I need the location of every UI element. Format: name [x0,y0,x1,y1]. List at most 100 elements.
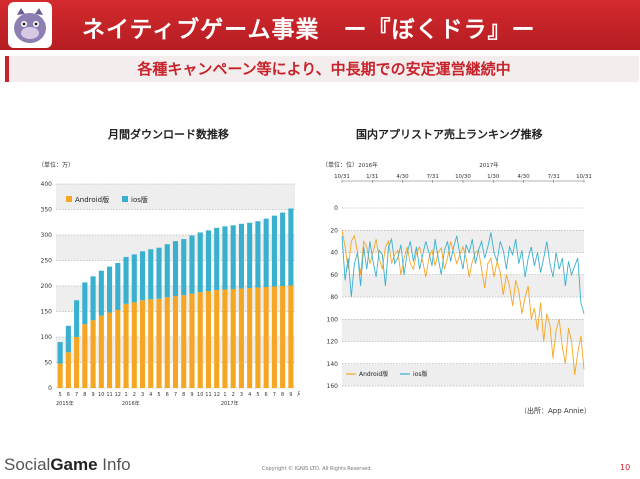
bar-android [98,315,104,388]
grid-band [342,274,584,297]
bar-ios [255,221,261,288]
bar-ios [123,256,129,304]
bar-android [238,288,244,388]
legend-label: ios版 [131,195,148,204]
grid-band [342,230,584,253]
y-tick-label: 160 [327,383,339,390]
y-tick-label: 200 [41,283,53,290]
header-bar: ネイティブゲーム事業 ー『ぼくドラ』ー [0,0,640,50]
x-tick-label: 7 [273,392,276,398]
copyright-text: Copyright © IGNIS LTD. All Rights Reserv… [262,466,373,472]
bar-ios [164,244,170,298]
bar-ios [181,239,187,296]
legend-swatch [66,196,72,202]
bar-ios [57,342,63,364]
bar-android [205,291,212,388]
left-chart-title: 月間ダウンロード数推移 [108,128,229,141]
x-tick-label: 1/31 [366,174,378,180]
series-line-ios [341,232,585,314]
bar-android [107,312,113,388]
bar-android [197,292,203,388]
bar-ios [280,212,286,286]
bar-android [74,337,80,388]
x-tick-label: 2 [232,392,235,398]
bar-ios [98,270,104,316]
ranking-line-chart: 0 20 40 60 80 100 120 140 160 10/31 1/31 4/30 7/31 10… [327,161,592,390]
source-note: （出所：App Annie） [520,407,591,415]
x-tick-label: 11 [106,392,112,398]
x-tick-label: 4 [248,392,251,398]
bar-android [90,320,96,388]
bar-ios [131,254,137,303]
bar-ios [90,276,96,321]
x-tick-label: 8 [182,392,185,398]
y-tick-label: 100 [41,334,53,341]
x-tick-label: 6 [67,392,70,398]
y-tick-label: 400 [41,181,53,188]
y-tick-label: 140 [327,361,339,368]
bar-ios [288,208,294,286]
y-tick-label: 0 [334,205,338,212]
bar-android [82,324,88,388]
x-tick-label: 7/31 [427,174,439,180]
x-tick-label: 7 [75,392,78,398]
bar-android [65,352,71,388]
bar-ios [65,325,71,353]
x-tick-label: 1 [223,392,226,398]
y-tick-label: 150 [41,309,53,316]
y-tick-label: 50 [44,360,52,367]
y-tick-label: 80 [330,294,338,301]
page-title: ネイティブゲーム事業 ー『ぼくドラ』ー [82,17,536,43]
bar-ios [238,223,244,289]
year-label: 2017年 [479,161,499,169]
x-unit-label: 月 [297,392,300,398]
x-tick-label: 9 [289,392,292,398]
bar-ios [189,235,195,294]
grid-band [342,319,584,342]
right-chart-unit: （単位：位） [322,162,359,169]
x-tick-label: 3 [240,392,243,398]
series-line-android [341,230,585,375]
x-tick-label: 10 [98,392,104,398]
bar-ios [214,227,220,291]
bar-ios [172,241,179,297]
x-tick-label: 10 [197,392,203,398]
bar-android [57,363,63,388]
x-tick-label: 12 [214,392,220,398]
bar-android [255,287,261,388]
logo-part-info: Info [97,455,131,474]
x-tick-label: 6 [265,392,268,398]
x-tick-label: 10/30 [455,174,471,180]
bar-ios [205,230,212,292]
x-tick-label: 7 [174,392,177,398]
bar-android [263,287,269,388]
x-tick-label: 8 [281,392,284,398]
bar-ios [230,225,236,290]
bar-ios [107,266,113,313]
bar-android [271,286,277,388]
bar-ios [197,232,203,293]
x-tick-label: 12 [115,392,121,398]
legend-label: ios版 [413,370,427,378]
x-tick-label: 7/31 [548,174,560,180]
y-tick-label: 20 [330,227,338,234]
bar-android [230,289,236,388]
x-tick-label: 10/31 [576,174,592,180]
y-tick-label: 100 [327,316,339,323]
x-tick-label: 5 [59,392,62,398]
y-tick-label: 120 [327,339,339,346]
x-tick-label: 5 [157,392,160,398]
year-label: 2017年 [221,400,239,407]
bar-ios [82,282,88,325]
x-tick-label: 4/30 [517,174,530,180]
bar-android [172,296,179,388]
bar-ios [156,247,162,299]
legend-label: Android版 [359,370,388,378]
legend-label: Android版 [75,195,109,204]
bar-android [164,297,170,388]
bar-android [288,285,294,388]
x-tick-label: 5 [256,392,259,398]
bar-android [139,300,146,388]
bar-android [214,290,220,388]
x-tick-label: 11 [205,392,211,398]
